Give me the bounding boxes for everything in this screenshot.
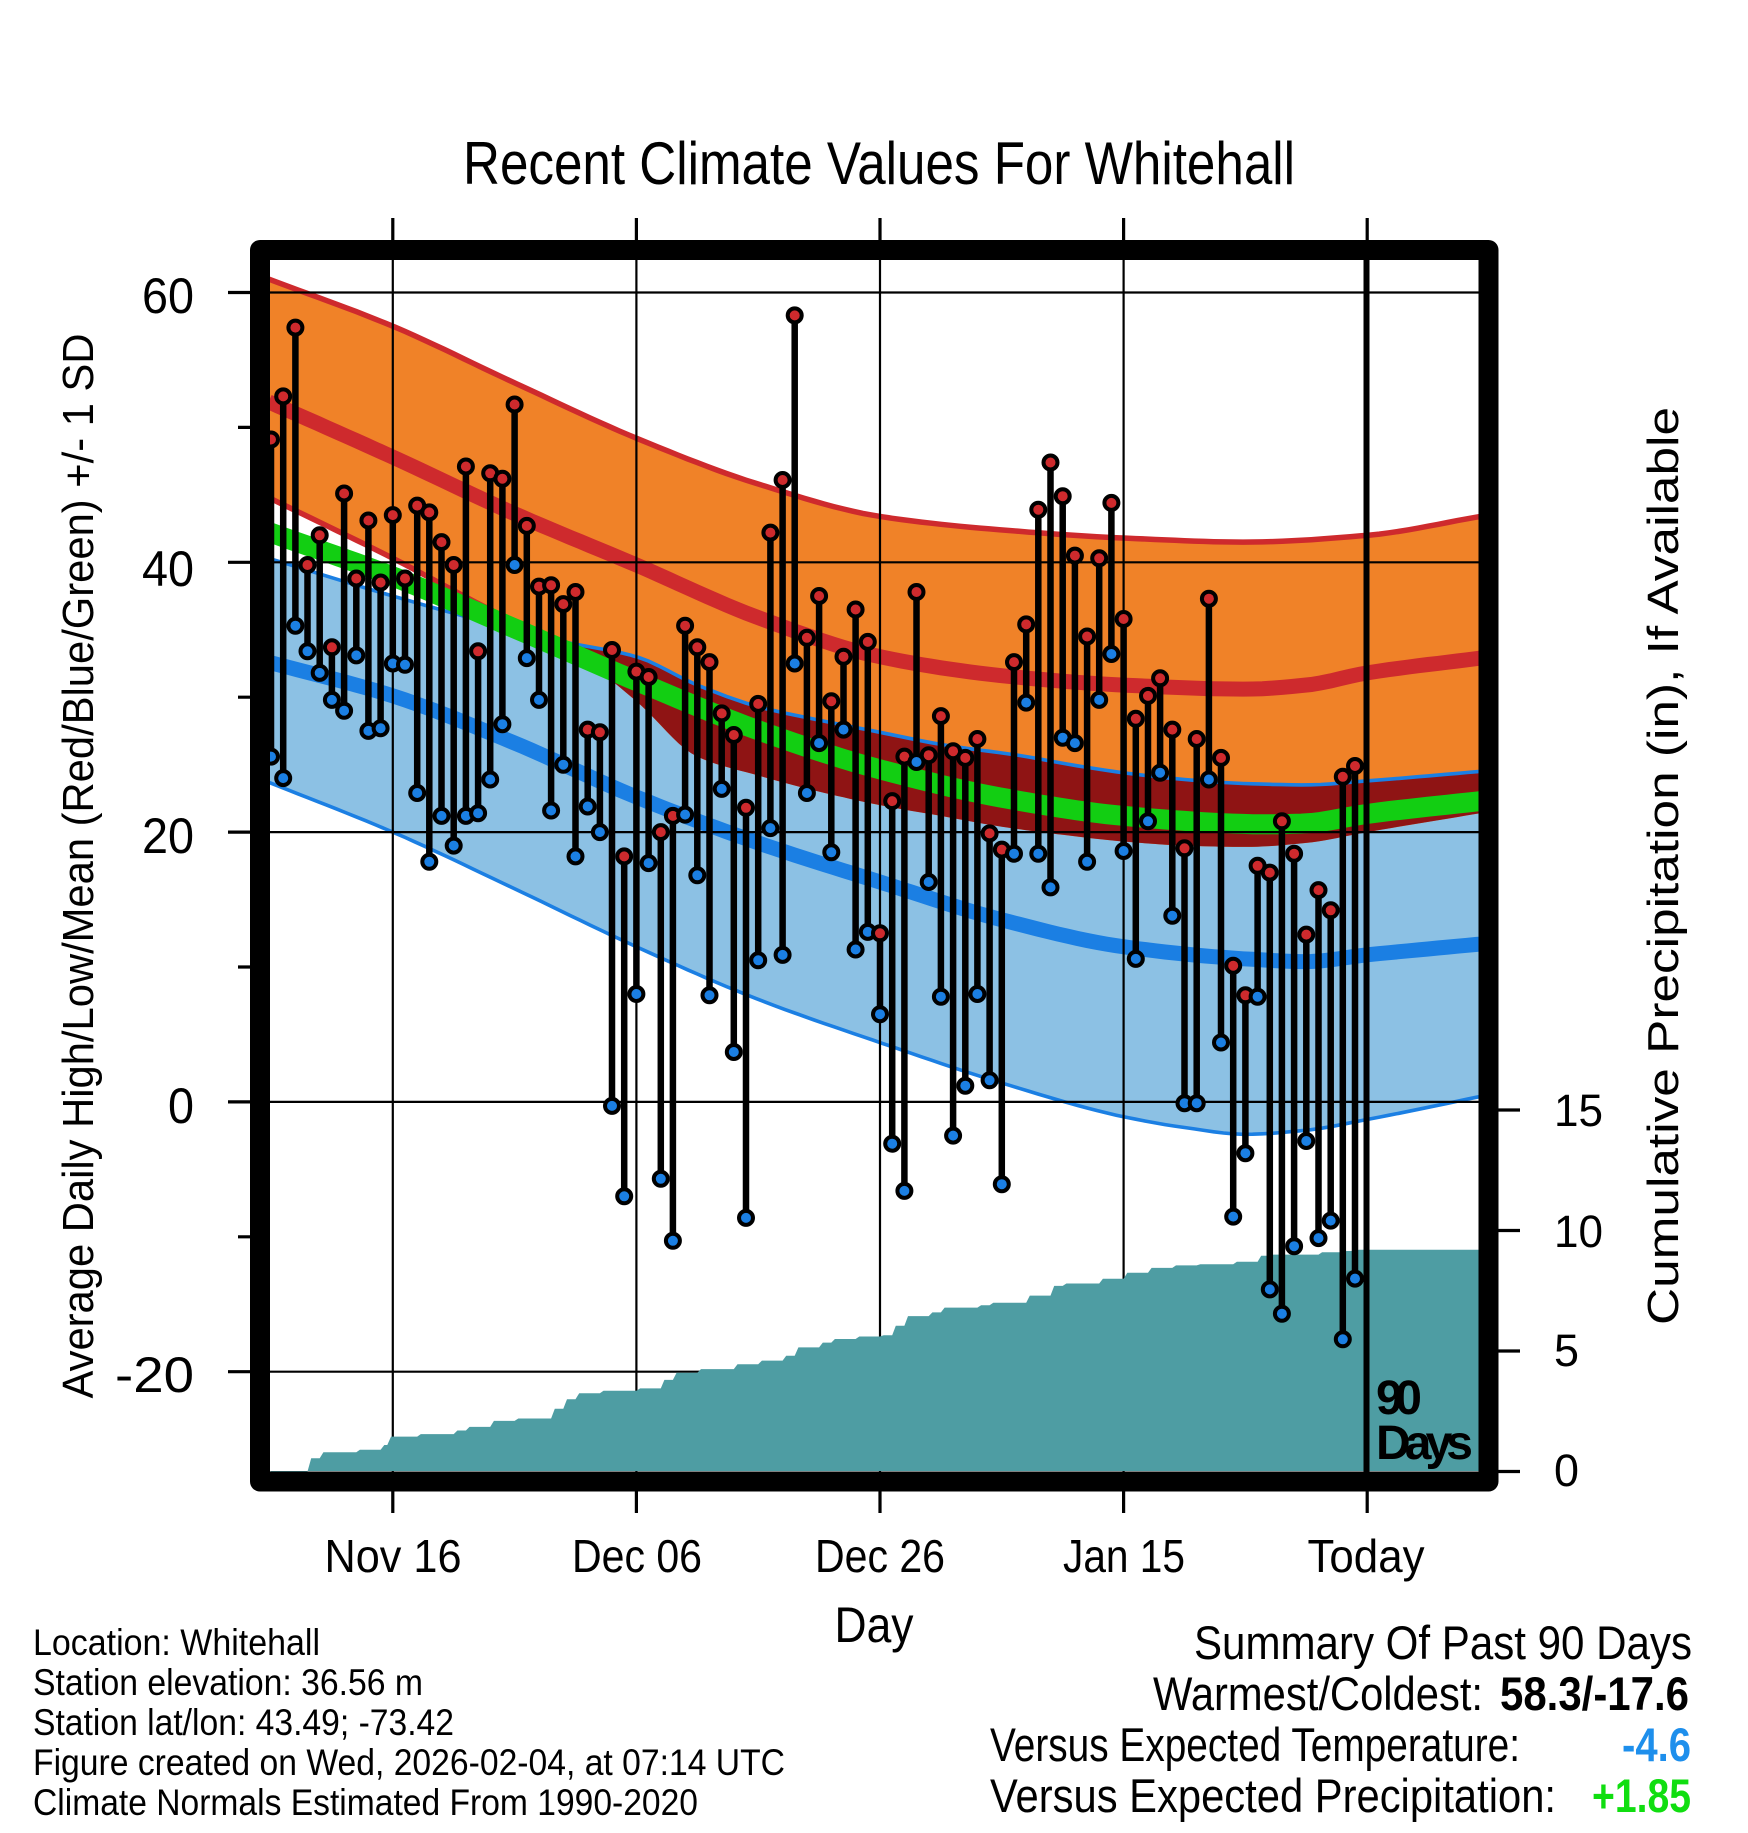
svg-text:0: 0 <box>168 1078 194 1134</box>
svg-text:-4.6: -4.6 <box>1622 1718 1691 1771</box>
svg-text:5: 5 <box>1554 1325 1579 1376</box>
svg-text:Dec 06: Dec 06 <box>572 1530 702 1582</box>
svg-text:Nov 16: Nov 16 <box>325 1530 462 1582</box>
svg-text:Versus Expected Precipitation:: Versus Expected Precipitation: <box>990 1769 1556 1822</box>
svg-text:Dec 26: Dec 26 <box>815 1530 945 1582</box>
svg-text:Recent Climate Values For Whit: Recent Climate Values For Whitehall <box>463 130 1295 197</box>
svg-text:Climate Normals Estimated From: Climate Normals Estimated From 1990-2020 <box>33 1782 698 1823</box>
svg-text:Location: Whitehall: Location: Whitehall <box>33 1622 320 1663</box>
svg-text:0: 0 <box>1554 1445 1579 1496</box>
svg-text:+1.85: +1.85 <box>1592 1769 1691 1822</box>
svg-text:Today: Today <box>1308 1530 1425 1582</box>
svg-text:58.3/-17.6: 58.3/-17.6 <box>1500 1667 1689 1720</box>
svg-text:Days: Days <box>1376 1417 1473 1470</box>
svg-text:Figure created on Wed, 2026-02: Figure created on Wed, 2026-02-04, at 07… <box>33 1742 785 1783</box>
svg-text:Jan 15: Jan 15 <box>1063 1530 1185 1582</box>
svg-text:Average Daily High/Low/Mean (R: Average Daily High/Low/Mean (Red/Blue/Gr… <box>54 334 103 1399</box>
svg-text:Warmest/Coldest:: Warmest/Coldest: <box>1153 1667 1483 1720</box>
svg-text:Versus Expected Temperature:: Versus Expected Temperature: <box>990 1718 1520 1771</box>
svg-text:60: 60 <box>142 268 194 324</box>
svg-text:10: 10 <box>1554 1206 1603 1257</box>
svg-text:Station lat/lon: 43.49; -73.42: Station lat/lon: 43.49; -73.42 <box>33 1702 454 1743</box>
svg-text:Cumulative Precipitation (in),: Cumulative Precipitation (in), If Availa… <box>1639 407 1688 1325</box>
svg-text:Station elevation: 36.56 m: Station elevation: 36.56 m <box>33 1662 423 1703</box>
svg-text:Day: Day <box>835 1597 914 1653</box>
svg-text:Summary Of Past 90 Days: Summary Of Past 90 Days <box>1194 1616 1692 1669</box>
svg-text:40: 40 <box>142 541 194 597</box>
svg-text:90: 90 <box>1376 1372 1422 1425</box>
svg-text:20: 20 <box>142 808 194 864</box>
svg-text:15: 15 <box>1554 1085 1603 1136</box>
svg-text:-20: -20 <box>115 1347 194 1403</box>
